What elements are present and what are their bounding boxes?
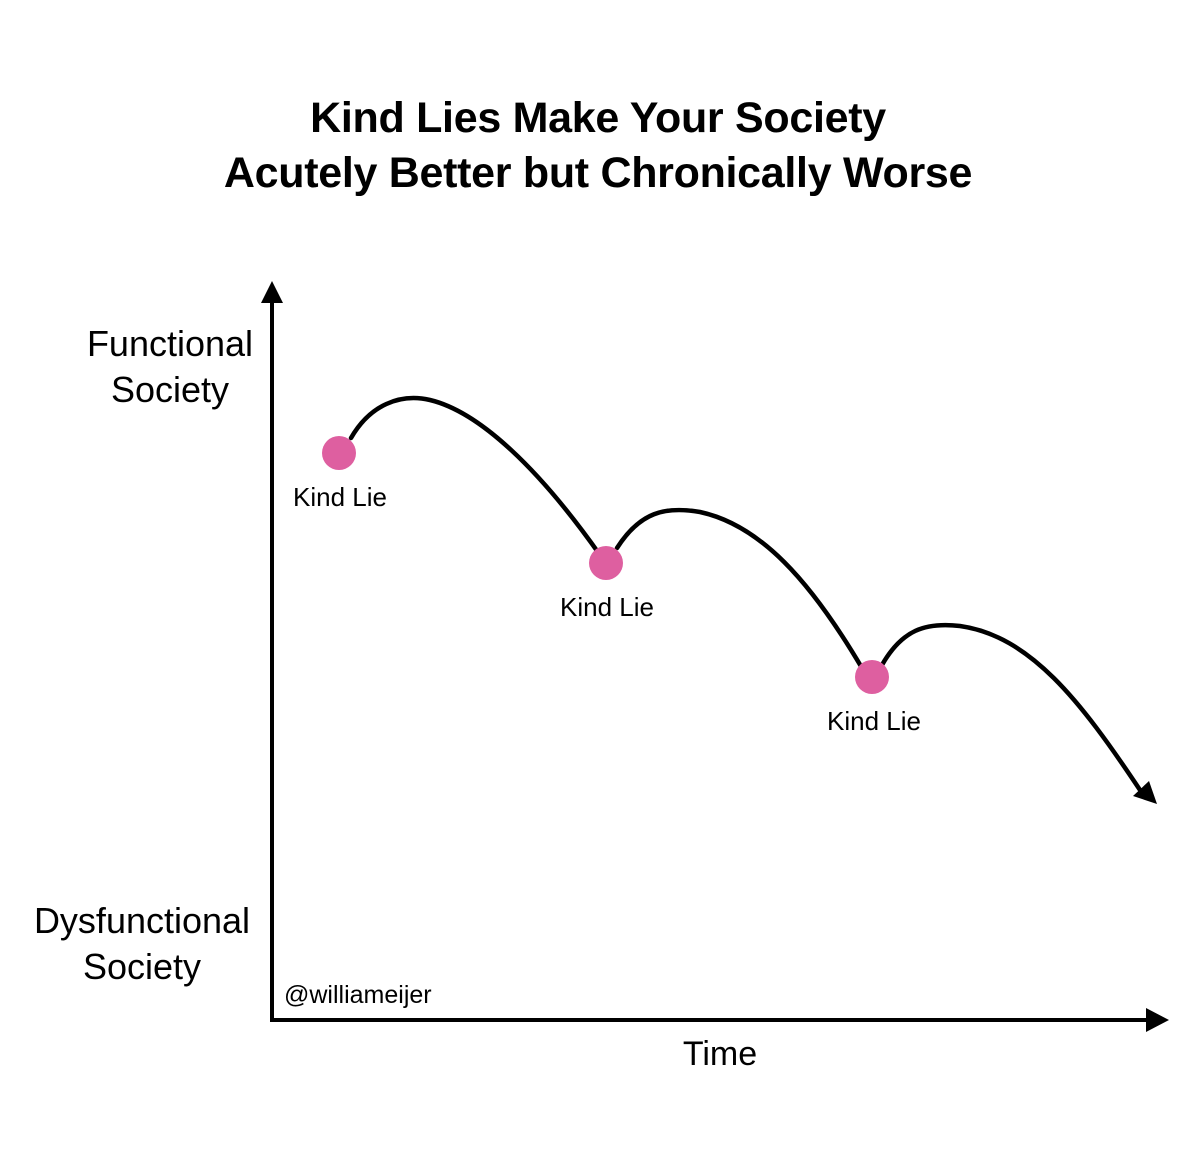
y-axis-top-label-line-2: Society	[110, 369, 230, 410]
author-watermark: @williameijer	[284, 981, 432, 1009]
kind-lie-point-2	[589, 546, 623, 580]
kind-lie-point-1	[322, 436, 356, 470]
kind-lie-label-1: Kind Lie	[293, 482, 387, 512]
y-axis-arrowhead	[261, 281, 283, 303]
x-axis-arrowhead	[1146, 1008, 1169, 1032]
y-axis-bottom-label: Dysfunctional Society	[14, 898, 270, 990]
y-axis-top-label: Functional Society	[74, 321, 266, 413]
kind-lie-label-3: Kind Lie	[827, 706, 921, 736]
y-axis-bottom-label-line-1: Dysfunctional	[33, 900, 251, 941]
y-axis-bottom-label-line-2: Society	[82, 946, 202, 987]
y-axis-top-label-line-1: Functional	[86, 323, 254, 364]
kind-lie-point-3	[855, 660, 889, 694]
diagram-title-line-1: Kind Lies Make Your Society	[310, 94, 886, 142]
trend-arrowhead	[1133, 781, 1157, 804]
x-axis-label: Time	[682, 1035, 758, 1073]
kind-lie-label-2: Kind Lie	[560, 592, 654, 622]
society-trend-curve	[348, 395, 1143, 793]
diagram-title-line-2: Acutely Better but Chronically Worse	[223, 149, 973, 197]
